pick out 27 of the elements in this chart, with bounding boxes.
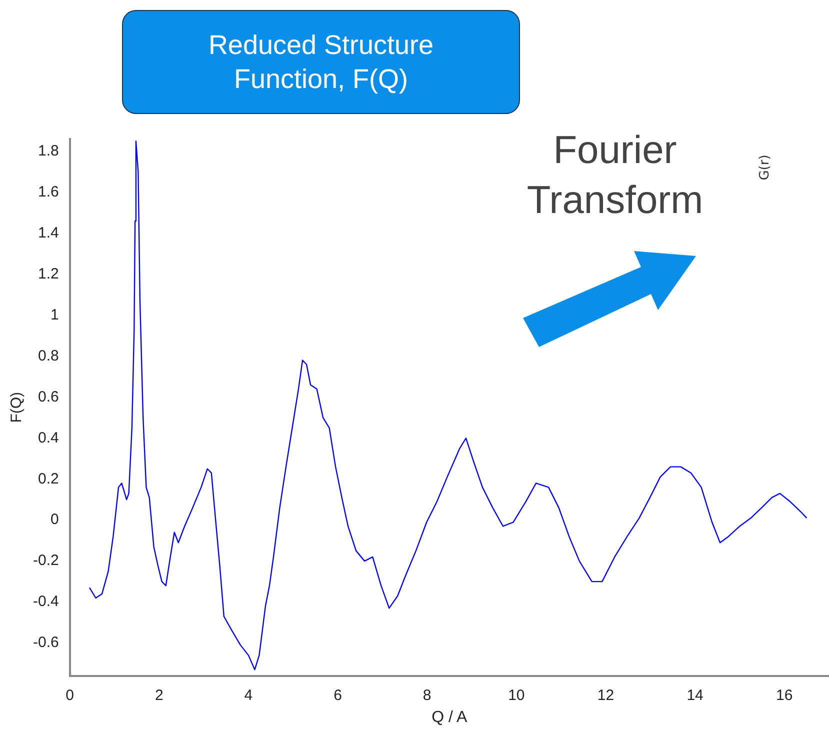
x-tick-label: 14 xyxy=(686,686,704,704)
x-tick-label: 0 xyxy=(66,686,74,704)
text: G(r) xyxy=(757,154,772,180)
y-tick-label: 0.6 xyxy=(38,388,59,406)
x-axis-title: Q / A xyxy=(432,708,468,726)
y-tick-label: 0.2 xyxy=(38,470,59,488)
annotation: Fourier Transform xyxy=(526,128,704,224)
y-tick-label: 1.8 xyxy=(38,142,59,160)
y-tick-label: -0.6 xyxy=(32,634,59,652)
y-axis-title: F(Q) xyxy=(8,392,26,423)
y-tick-label: -0.2 xyxy=(32,552,59,570)
x-tick-label: 12 xyxy=(597,686,614,704)
chart-title: Reduced Structure Function, F(Q) xyxy=(122,10,520,114)
x-tick-label: 10 xyxy=(508,686,525,704)
y-tick-label: -0.4 xyxy=(32,593,59,610)
y-tick-label: 0.4 xyxy=(38,429,59,446)
y-tick-label: 0 xyxy=(50,511,59,528)
y-tick-label: 0.8 xyxy=(38,347,59,364)
y-tick-label: 1.6 xyxy=(38,183,59,200)
x-tick-label: 6 xyxy=(334,686,342,704)
x-tick-label: 2 xyxy=(154,686,164,704)
y-tick-label: 1 xyxy=(50,306,59,324)
x-tick-label: 8 xyxy=(422,686,432,704)
y-tick-label: 1.4 xyxy=(38,224,59,242)
x-tick-label: 16 xyxy=(776,686,793,704)
y-tick-label: 1.2 xyxy=(38,265,59,282)
x-tick-label: 4 xyxy=(244,686,253,704)
